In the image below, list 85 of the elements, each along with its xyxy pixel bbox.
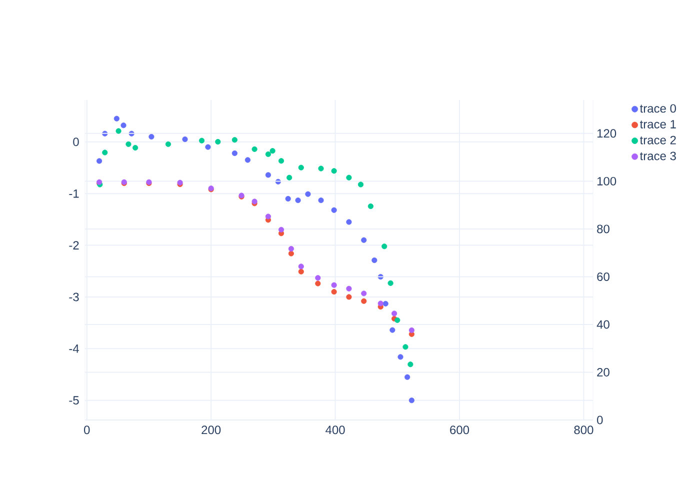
x-tick-label: 600	[450, 426, 470, 434]
x-tick-label: 800	[574, 426, 594, 434]
point	[215, 138, 221, 145]
point	[331, 168, 337, 174]
point	[285, 196, 291, 202]
point	[346, 294, 352, 300]
y2-tick-label: 100	[597, 176, 616, 186]
point	[252, 146, 258, 152]
point	[346, 286, 352, 292]
y-tick-label: 0	[73, 138, 79, 146]
point	[116, 128, 122, 134]
point	[394, 317, 400, 323]
y-tick-label: -1	[69, 189, 79, 198]
point	[305, 191, 311, 197]
point	[382, 300, 388, 306]
y2-tick-label: 120	[597, 129, 616, 138]
point	[388, 280, 394, 286]
point	[198, 138, 205, 144]
point	[361, 237, 367, 243]
x-tick-label: 200	[202, 426, 221, 434]
point	[102, 150, 108, 156]
y2-tick-label: 20	[597, 368, 610, 376]
legend-label: trace 2	[640, 136, 676, 144]
point	[132, 144, 138, 151]
point	[126, 141, 132, 147]
point	[288, 250, 294, 256]
point	[331, 207, 337, 213]
point	[205, 144, 211, 150]
point	[378, 300, 384, 306]
point	[286, 174, 292, 180]
point	[265, 151, 272, 157]
point	[390, 327, 396, 333]
legend-label: trace 0	[640, 104, 676, 113]
point	[398, 354, 404, 360]
point	[368, 203, 374, 210]
point	[148, 134, 154, 140]
point	[404, 374, 410, 380]
x-tick-label: 400	[326, 426, 345, 434]
point	[96, 158, 102, 164]
y-tick-label: -3	[69, 292, 79, 302]
point	[372, 257, 378, 264]
point	[232, 150, 238, 156]
point	[402, 344, 408, 350]
point	[315, 275, 321, 281]
point	[278, 158, 284, 164]
point	[346, 174, 352, 180]
point	[298, 268, 304, 274]
point	[270, 148, 276, 154]
legend-label: trace 3	[640, 152, 676, 160]
y-tick-label: -4	[69, 344, 79, 353]
point	[298, 264, 304, 270]
y-tick-label: -2	[69, 241, 79, 250]
point	[278, 226, 284, 232]
y2-tick-label: 0	[597, 416, 603, 424]
point	[318, 166, 324, 172]
point	[315, 280, 321, 286]
point	[120, 122, 126, 128]
point	[408, 362, 414, 368]
point	[265, 172, 272, 178]
point	[114, 116, 120, 122]
y-tick-label: -5	[69, 396, 79, 405]
point	[232, 137, 238, 143]
point	[391, 310, 398, 316]
point	[382, 244, 388, 250]
y2-tick-label: 60	[597, 272, 610, 281]
point	[318, 197, 324, 204]
point	[298, 164, 304, 170]
point	[265, 214, 272, 220]
point	[244, 157, 251, 163]
point	[361, 298, 367, 304]
legend-label: trace 1	[640, 120, 676, 128]
y2-tick-label: 40	[596, 320, 610, 329]
y2-tick-label: 80	[597, 224, 610, 234]
point	[165, 141, 172, 147]
point	[331, 282, 337, 288]
point	[408, 398, 414, 404]
point	[408, 327, 414, 334]
point	[358, 182, 364, 188]
point	[361, 290, 367, 296]
point	[295, 197, 301, 204]
point	[182, 136, 188, 142]
point	[288, 246, 294, 252]
point	[346, 219, 352, 225]
x-tick-label: 0	[84, 426, 90, 434]
point	[331, 288, 337, 295]
